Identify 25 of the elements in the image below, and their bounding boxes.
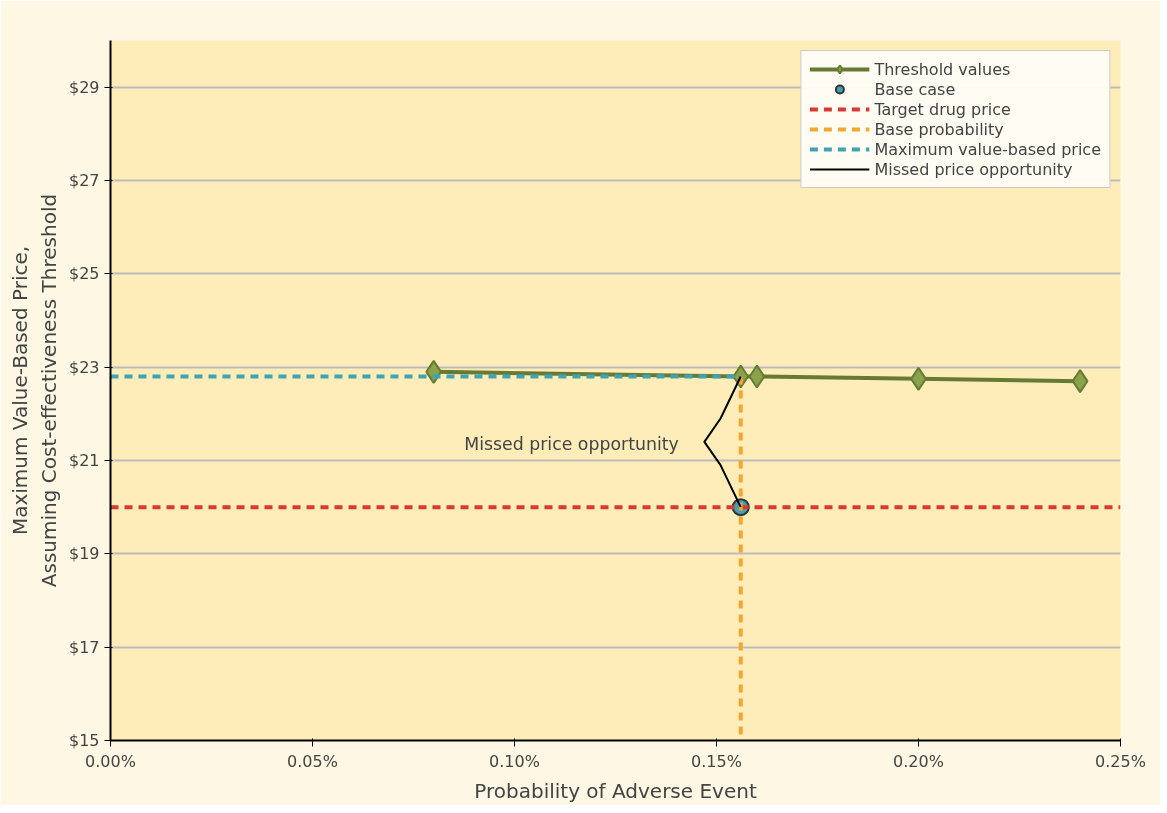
x-tick-label: 0.20% <box>893 751 944 771</box>
y-tick-label: $21 <box>68 451 100 470</box>
y-tick-label: $15 <box>68 731 100 750</box>
legend-label: Base case <box>874 79 956 99</box>
legend-label: Target drug price <box>874 99 1011 119</box>
y-tick-label: $23 <box>68 357 100 377</box>
x-tick-label: 0.10% <box>489 751 540 771</box>
point <box>1071 369 1089 394</box>
y-tick-label: $25 <box>68 264 100 284</box>
legend-label: Base probability <box>874 119 1004 139</box>
legend-label: Missed price opportunity <box>874 159 1073 179</box>
legend-label: Maximum value-based price <box>874 139 1101 159</box>
legend-label: Threshold values <box>874 59 1011 79</box>
y-tick-label: $19 <box>68 544 100 564</box>
x-tick-label: 0.25% <box>1095 751 1146 771</box>
x-axis-title: Probability of Adverse Event <box>474 778 757 803</box>
annotation: Missed price opportunity <box>464 433 679 454</box>
y-tick-label: $17 <box>68 637 100 657</box>
y-axis-title: Maximum Value-Based Price, Assuming Cost-effectiveness Threshold <box>8 193 61 588</box>
x-tick-label: 0.05% <box>287 751 338 771</box>
y-tick-label: $29 <box>68 77 100 97</box>
y-tick-label: $27 <box>68 171 100 190</box>
x-tick-label: 0.00% <box>85 751 136 771</box>
x-tick-label: 0.15% <box>691 751 742 771</box>
point <box>748 364 766 389</box>
